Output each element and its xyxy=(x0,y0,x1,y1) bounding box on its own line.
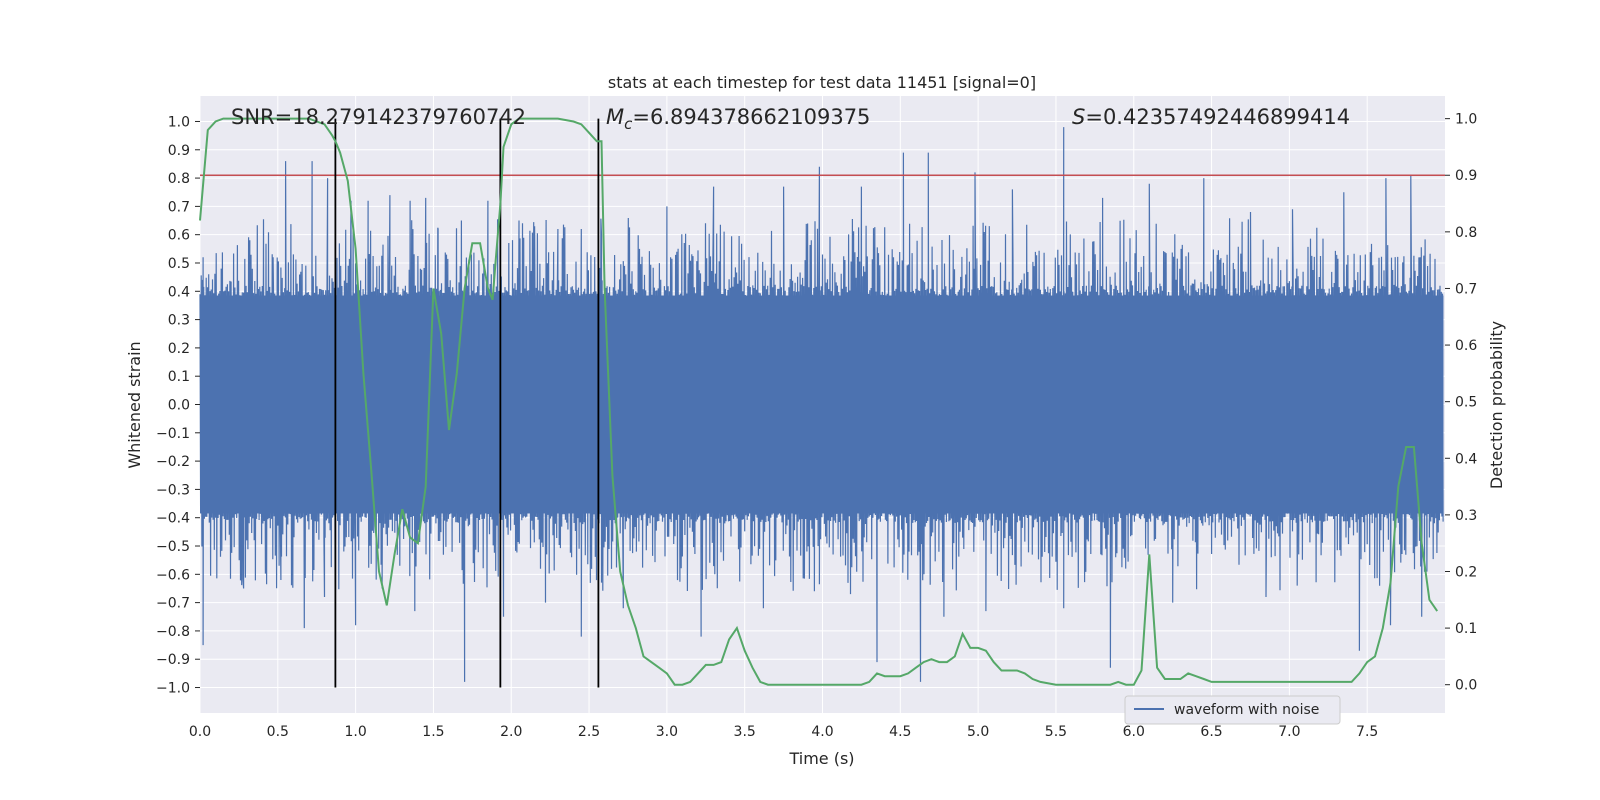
x-tick-label: 7.0 xyxy=(1278,724,1300,740)
x-tick-label: 4.5 xyxy=(889,724,911,740)
y-tick-label: −0.9 xyxy=(156,652,190,668)
waveform-series xyxy=(199,127,1444,682)
y-tick-label: 0.1 xyxy=(168,369,190,385)
x-tick-label: 6.0 xyxy=(1123,724,1145,740)
y2-tick-label: 0.6 xyxy=(1455,338,1477,354)
y-tick-label: 0.5 xyxy=(168,256,190,272)
y2-tick-label: 0.9 xyxy=(1455,168,1477,184)
s-annotation: S=0.42357492446899414 xyxy=(1072,105,1350,129)
y-tick-label: −0.5 xyxy=(156,539,190,555)
y-tick-label: 0.6 xyxy=(168,228,190,244)
chart-title: stats at each timestep for test data 114… xyxy=(608,73,1036,92)
x-tick-label: 3.5 xyxy=(734,724,756,740)
y-tick-label: 0.9 xyxy=(168,143,190,159)
y-tick-label: −0.3 xyxy=(156,482,190,498)
y2-tick-label: 0.1 xyxy=(1455,621,1477,637)
mc-symbol: M xyxy=(606,105,624,129)
y2-axis-label: Detection probability xyxy=(1487,321,1506,489)
s-symbol: S xyxy=(1072,105,1085,129)
y-tick-label: −0.2 xyxy=(156,454,190,470)
legend-box xyxy=(1124,695,1341,725)
y2-tick-label: 0.0 xyxy=(1455,678,1477,694)
s-value: =0.42357492446899414 xyxy=(1085,105,1350,129)
y-tick-label: 0.7 xyxy=(168,199,190,215)
legend: waveform with noise xyxy=(1124,695,1341,725)
x-tick-label: 1.5 xyxy=(422,724,444,740)
y-tick-label: −0.6 xyxy=(156,567,190,583)
y-tick-label: −1.0 xyxy=(156,681,190,697)
y-tick-label: 0.4 xyxy=(168,284,190,300)
y2-tick-label: 0.7 xyxy=(1455,281,1477,297)
y2-tick-label: 0.8 xyxy=(1455,225,1477,241)
x-axis-label: Time (s) xyxy=(788,749,854,768)
y-tick-label: −0.4 xyxy=(156,511,190,527)
x-tick-label: 5.5 xyxy=(1045,724,1067,740)
y2-tick-label: 0.5 xyxy=(1455,395,1477,411)
probability-line xyxy=(199,117,1439,686)
x-tick-label: 0.0 xyxy=(189,724,211,740)
probability-series xyxy=(199,117,1439,686)
mc-subscript: c xyxy=(624,115,633,133)
snr-annotation: SNR=18.279142379760742 xyxy=(231,105,526,129)
y-tick-label: −0.7 xyxy=(156,596,190,612)
mc-annotation: Mc=6.894378662109375 xyxy=(606,105,870,133)
y-tick-label: 1.0 xyxy=(168,114,190,130)
y-tick-label: 0.8 xyxy=(168,171,190,187)
x-tick-label: 6.5 xyxy=(1200,724,1222,740)
legend-entry-waveform: waveform with noise xyxy=(1174,702,1319,718)
x-tick-label: 2.5 xyxy=(578,724,600,740)
y-tick-label: −0.1 xyxy=(156,426,190,442)
y2-tick-label: 0.3 xyxy=(1455,508,1477,524)
y2-tick-label: 1.0 xyxy=(1455,112,1477,128)
x-tick-label: 0.5 xyxy=(267,724,289,740)
y-tick-label: 0.3 xyxy=(168,313,190,329)
x-tick-label: 5.0 xyxy=(967,724,989,740)
x-axis-ticks: 0.0 0.5 1.0 1.5 2.0 2.5 3.0 3.5 4.0 4.5 5.0 5.5 6.0 6… xyxy=(189,724,1378,740)
y2-tick-label: 0.2 xyxy=(1455,564,1477,580)
y-tick-label: −0.8 xyxy=(156,624,190,640)
x-tick-label: 7.5 xyxy=(1356,724,1378,740)
mc-value: =6.894378662109375 xyxy=(632,105,870,129)
waveform-line xyxy=(199,127,1444,682)
x-tick-label: 2.0 xyxy=(500,724,522,740)
y-tick-label: 0.2 xyxy=(168,341,190,357)
y-tick-label: 0.0 xyxy=(168,398,190,414)
y2-tick-label: 0.4 xyxy=(1455,451,1477,467)
x-tick-label: 3.0 xyxy=(656,724,678,740)
y-axis-label: Whitened strain xyxy=(125,341,144,468)
x-tick-label: 1.0 xyxy=(344,724,366,740)
y2-axis-ticks: 1.0 0.9 0.8 0.7 0.6 0.5 0.4 0.3 0.2 0.1 0.0 xyxy=(1445,112,1477,694)
x-tick-label: 4.0 xyxy=(811,724,833,740)
y-axis-ticks: 1.0 0.9 0.8 0.7 0.6 0.5 0.4 0.3 0.2 0.1 0.0 −0.1 −0.… xyxy=(156,114,200,697)
